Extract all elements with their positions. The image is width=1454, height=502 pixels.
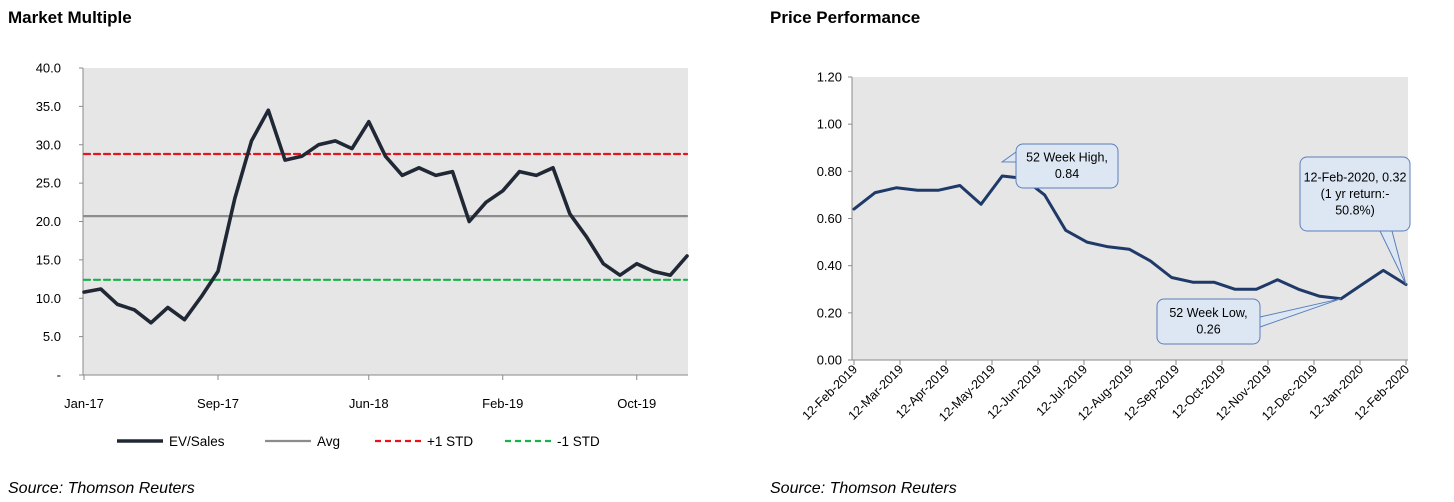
y-tick-label-30-0: 30.0 — [36, 137, 61, 152]
series-line-ev-sales — [82, 108, 689, 325]
price-performance-chart: 0.000.200.400.600.801.001.2012-Feb-20191… — [800, 70, 1413, 425]
y-tick-label-25-0: 25.0 — [36, 176, 61, 191]
market-multiple-chart: - 5.0 10.0 15.0 20.0 25.0 30.0 35.0 40.0 Jan-17 Se… — [36, 61, 689, 449]
x-tick-label-feb-19: Feb-19 — [482, 396, 523, 411]
y-tick-label-1-00: 1.00 — [817, 117, 842, 132]
legend-label-avg: Avg — [317, 434, 340, 449]
price-series-line — [852, 174, 1408, 301]
plot-area — [83, 68, 688, 375]
x-tick-label-jan-17: Jan-17 — [64, 396, 104, 411]
callout-text-line: 12-Feb-2020, 0.32 — [1304, 170, 1407, 184]
legend-label-1-std: -1 STD — [557, 434, 600, 449]
y-tick-label-0-00: 0.00 — [817, 353, 842, 368]
y-tick-label-35-0: 35.0 — [36, 99, 61, 114]
callout-box — [1015, 143, 1119, 189]
y-tick-label-10-0: 10.0 — [36, 291, 61, 306]
y-tick-label-0-80: 0.80 — [817, 164, 842, 179]
y-tick-label-0-20: 0.20 — [817, 305, 842, 320]
callout-text-line: 0.26 — [1196, 323, 1220, 337]
y-tick-label-0-60: 0.60 — [817, 211, 842, 226]
y-tick-label-1-20: 1.20 — [817, 70, 842, 85]
y-tick-label-0-40: 0.40 — [817, 258, 842, 273]
callout-text-line: 50.8%) — [1335, 203, 1375, 217]
right-source-note: Source: Thomson Reuters — [770, 480, 957, 497]
x-tick-label-jun-18: Jun-18 — [349, 396, 389, 411]
callout-text-line: (1 yr return:- — [1321, 187, 1390, 201]
callout-text-line: 0.84 — [1055, 167, 1079, 181]
y-tick-label-5-0: 5.0 — [43, 329, 61, 344]
y-tick-label-minus: - — [57, 368, 61, 383]
y-tick-label-15-0: 15.0 — [36, 252, 61, 267]
right-chart-title: Price Performance — [770, 8, 921, 27]
x-tick-label-sep-17: Sep-17 — [197, 396, 239, 411]
y-tick-label-20-0: 20.0 — [36, 214, 61, 229]
legend-label-1-std: +1 STD — [427, 434, 473, 449]
callout-box — [1156, 298, 1261, 345]
x-tick-label-oct-19: Oct-19 — [617, 396, 656, 411]
callout-box — [1299, 156, 1411, 232]
left-chart-title: Market Multiple — [8, 8, 132, 27]
legend-label-ev-sales: EV/Sales — [169, 434, 225, 449]
callout-text-line: 52 Week Low, — [1169, 306, 1247, 320]
callout-text-line: 52 Week High, — [1026, 151, 1108, 165]
left-source-note: Source: Thomson Reuters — [8, 480, 195, 497]
y-tick-label-40-0: 40.0 — [36, 61, 61, 76]
